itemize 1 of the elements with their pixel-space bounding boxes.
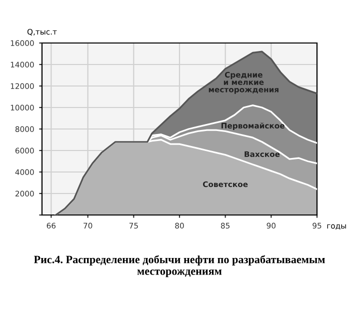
text: Рис.4. Распределение добычи нефти по разрабатываемым месторождениям [34, 255, 325, 278]
